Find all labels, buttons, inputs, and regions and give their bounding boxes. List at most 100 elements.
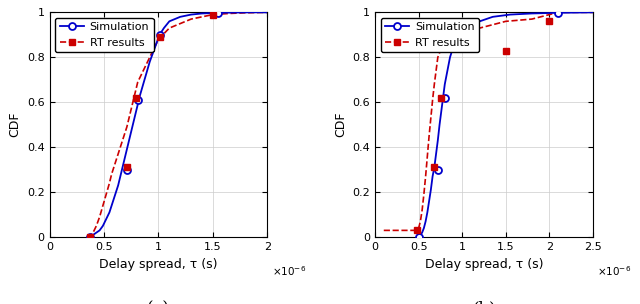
Simulation	[152, 42, 160, 46]
Simulation	[125, 139, 133, 142]
Simulation	[422, 219, 429, 223]
RT results	[125, 116, 133, 120]
RT results	[93, 224, 100, 228]
RT results	[432, 69, 440, 73]
Simulation	[413, 235, 420, 239]
Simulation	[140, 82, 147, 86]
Simulation	[436, 123, 444, 126]
RT results	[112, 159, 120, 163]
RT results	[102, 193, 110, 196]
RT results	[467, 29, 475, 32]
RT results	[454, 47, 461, 50]
Simulation	[116, 174, 124, 178]
RT results	[161, 31, 169, 34]
Simulation	[434, 139, 442, 142]
Simulation	[417, 233, 424, 237]
RT results	[129, 98, 137, 102]
RT results	[476, 26, 483, 30]
RT results	[528, 17, 536, 21]
Simulation	[86, 235, 93, 239]
RT results	[417, 219, 424, 223]
Simulation	[589, 11, 596, 14]
Simulation	[89, 233, 97, 237]
Simulation	[108, 204, 115, 207]
RT results	[108, 172, 115, 176]
Simulation	[431, 166, 438, 169]
Line: Simulation: Simulation	[88, 12, 268, 237]
RT results	[450, 47, 458, 50]
RT results	[434, 55, 442, 59]
RT results	[157, 35, 164, 39]
Simulation	[115, 184, 122, 187]
Simulation	[166, 19, 173, 23]
Line: Simulation: Simulation	[417, 12, 593, 237]
Simulation	[439, 96, 447, 100]
Simulation	[112, 190, 120, 194]
Simulation	[156, 33, 163, 37]
RT results	[502, 19, 509, 23]
Simulation	[121, 157, 129, 160]
RT results	[438, 49, 445, 52]
RT results	[572, 11, 579, 14]
RT results	[118, 139, 126, 142]
Simulation	[425, 199, 433, 203]
RT results	[429, 98, 436, 102]
RT results	[188, 17, 195, 21]
Simulation	[446, 55, 454, 59]
RT results	[427, 116, 435, 120]
Simulation	[123, 148, 131, 151]
RT results	[106, 181, 113, 185]
Simulation	[118, 166, 126, 169]
RT results	[413, 229, 420, 232]
RT results	[147, 53, 155, 57]
Simulation	[467, 24, 475, 28]
Legend: Simulation, RT results: Simulation, RT results	[381, 18, 479, 52]
Simulation	[554, 11, 562, 15]
Simulation	[427, 188, 435, 192]
RT results	[177, 22, 184, 26]
Simulation	[231, 11, 239, 14]
RT results	[115, 152, 122, 156]
RT results	[121, 132, 129, 136]
Simulation	[506, 13, 514, 16]
RT results	[209, 13, 217, 16]
Simulation	[456, 33, 464, 37]
Simulation	[460, 29, 468, 32]
RT results	[116, 145, 124, 149]
RT results	[380, 229, 388, 232]
Simulation	[93, 231, 100, 234]
RT results	[420, 193, 428, 196]
Simulation	[444, 69, 451, 73]
RT results	[439, 49, 447, 52]
RT results	[127, 107, 135, 111]
Simulation	[129, 121, 137, 124]
Simulation	[177, 15, 184, 19]
RT results	[406, 229, 413, 232]
Simulation	[143, 71, 150, 75]
RT results	[225, 12, 233, 15]
RT results	[388, 229, 396, 232]
Simulation	[419, 231, 426, 234]
Simulation	[146, 60, 154, 64]
Simulation	[132, 112, 140, 115]
Simulation	[432, 152, 440, 156]
Simulation	[247, 11, 255, 14]
RT results	[424, 154, 431, 158]
Simulation	[450, 44, 458, 48]
Simulation	[415, 235, 422, 239]
RT results	[140, 67, 148, 70]
Simulation	[160, 26, 168, 30]
RT results	[589, 11, 596, 14]
RT results	[110, 166, 118, 169]
Line: RT results: RT results	[384, 12, 593, 230]
Simulation	[463, 26, 471, 30]
Simulation	[102, 217, 110, 221]
RT results	[419, 208, 426, 212]
RT results	[415, 226, 422, 230]
RT results	[431, 82, 438, 86]
Simulation	[106, 211, 113, 214]
RT results	[154, 40, 161, 43]
Simulation	[198, 12, 206, 15]
RT results	[134, 80, 141, 84]
Simulation	[429, 174, 436, 178]
